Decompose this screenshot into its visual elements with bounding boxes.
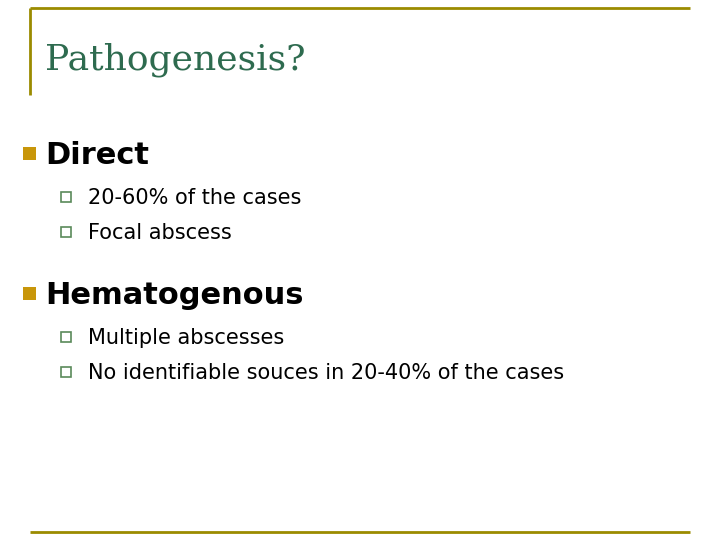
Bar bbox=[61, 332, 71, 342]
Bar bbox=[23, 147, 36, 160]
Text: No identifiable souces in 20-40% of the cases: No identifiable souces in 20-40% of the … bbox=[88, 363, 564, 383]
Text: Multiple abscesses: Multiple abscesses bbox=[88, 328, 284, 348]
Text: Focal abscess: Focal abscess bbox=[88, 223, 232, 243]
Bar bbox=[61, 227, 71, 237]
Text: 20-60% of the cases: 20-60% of the cases bbox=[88, 188, 302, 208]
Text: Pathogenesis?: Pathogenesis? bbox=[45, 43, 305, 77]
Text: Hematogenous: Hematogenous bbox=[45, 280, 304, 309]
Bar bbox=[61, 367, 71, 377]
Text: Direct: Direct bbox=[45, 140, 149, 170]
Bar bbox=[61, 192, 71, 202]
Bar bbox=[23, 287, 36, 300]
